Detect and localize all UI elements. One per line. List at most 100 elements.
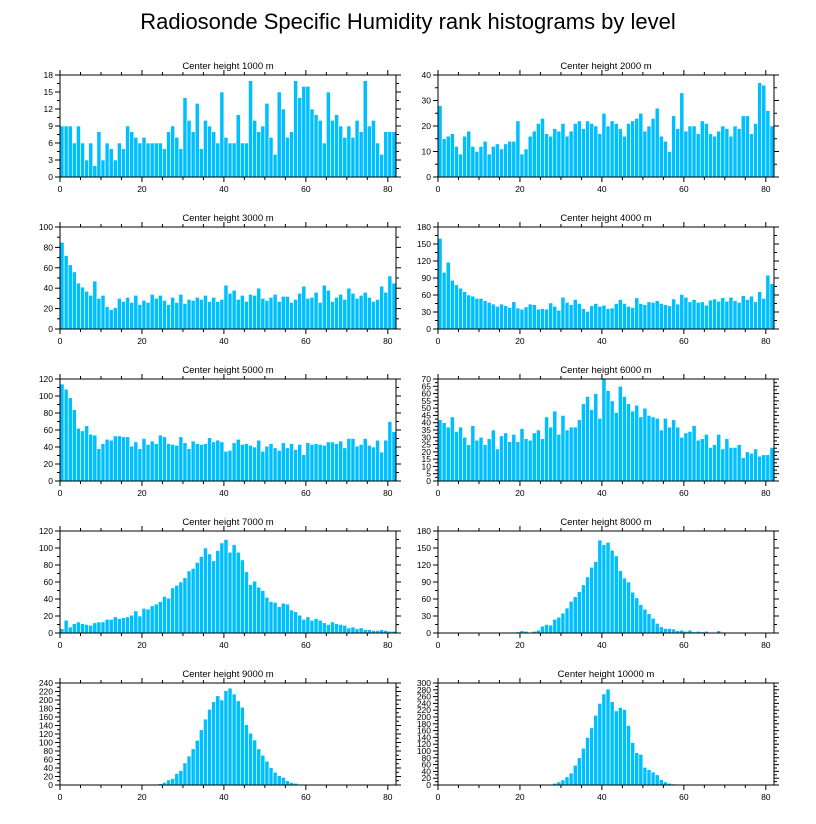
histogram-bar — [531, 130, 537, 178]
histogram-bar — [342, 299, 348, 330]
histogram-bar — [630, 120, 635, 178]
histogram-bar — [289, 131, 294, 178]
histogram-bar — [527, 135, 533, 178]
y-tick-label: 300 — [417, 678, 431, 688]
histogram-bar — [211, 131, 217, 178]
histogram-bar — [125, 436, 130, 482]
histogram-bar — [445, 261, 451, 330]
histogram-bar — [285, 137, 290, 178]
x-tick-label: 40 — [219, 184, 229, 194]
x-tick-label: 80 — [761, 792, 771, 802]
histogram-bar — [622, 577, 627, 634]
histogram-bar — [235, 114, 241, 178]
histogram-bar — [441, 422, 447, 482]
histogram-bar — [358, 444, 364, 482]
histogram-bar — [708, 299, 713, 330]
histogram-bar — [260, 298, 266, 330]
histogram-bar — [490, 146, 496, 178]
histogram-bar — [100, 295, 106, 330]
histogram-bar — [133, 610, 139, 634]
chart-panel-8: Center height 8000 m 0 20 40 60 80 0 30 60 90 120 1… — [417, 517, 779, 650]
histogram-bar — [667, 426, 672, 482]
histogram-bar — [145, 302, 151, 330]
histogram-bar — [158, 295, 163, 330]
panel-title: Center height 8000 m — [560, 517, 651, 528]
histogram-bar — [597, 539, 603, 634]
y-tick-label: 120 — [39, 729, 53, 739]
y-tick-label: 30 — [422, 307, 432, 317]
histogram-bar — [362, 629, 368, 634]
histogram-bar — [495, 448, 500, 482]
x-tick-label: 20 — [515, 336, 525, 346]
histogram-bar — [654, 774, 660, 786]
y-tick-label: 25 — [422, 440, 432, 450]
histogram-bar — [503, 143, 508, 178]
histogram-bar — [219, 299, 225, 330]
histogram-bar — [67, 125, 73, 178]
histogram-bar — [441, 138, 447, 178]
histogram-bar — [544, 416, 549, 482]
histogram-bar — [564, 776, 570, 786]
histogram-bar — [317, 619, 323, 634]
histogram-bar — [280, 442, 286, 482]
histogram-bar — [297, 292, 303, 330]
histogram-bar — [334, 623, 339, 634]
y-tick-label: 120 — [417, 256, 431, 266]
histogram-bar — [96, 131, 102, 178]
histogram-bar — [235, 299, 241, 330]
histogram-bar — [540, 308, 545, 330]
histogram-bar — [671, 628, 676, 634]
histogram-bar — [445, 426, 451, 482]
histogram-bar — [227, 142, 233, 178]
histogram-bar — [182, 762, 188, 786]
histogram-bar — [104, 142, 110, 178]
histogram-bar — [104, 306, 110, 330]
histogram-bar — [59, 242, 65, 330]
histogram-bar — [149, 294, 155, 330]
histogram-bar — [88, 433, 94, 482]
histogram-bar — [223, 284, 229, 330]
histogram-bar — [683, 130, 689, 178]
histogram-bar — [437, 419, 443, 482]
histogram-bar — [523, 306, 529, 330]
histogram-bar — [280, 602, 286, 634]
y-tick-label: 20 — [422, 447, 432, 457]
histogram-bar — [601, 544, 607, 634]
histogram-bar — [244, 724, 249, 786]
histogram-bar — [162, 300, 167, 330]
histogram-bar — [367, 297, 372, 330]
histogram-bar — [597, 306, 603, 330]
histogram-bar — [470, 295, 476, 330]
y-tick-label: 280 — [417, 685, 431, 695]
histogram-bar — [515, 120, 521, 178]
histogram-bar — [769, 283, 775, 330]
histogram-bar — [630, 742, 635, 786]
histogram-bar — [515, 307, 521, 330]
histogram-bar — [326, 441, 331, 482]
histogram-bar — [757, 82, 763, 178]
histogram-bar — [108, 148, 114, 178]
y-tick-label: 0 — [426, 780, 431, 790]
y-tick-label: 30 — [422, 432, 432, 442]
histogram-bar — [585, 396, 590, 482]
histogram-bar — [293, 611, 298, 634]
histogram-bar — [96, 621, 102, 634]
histogram-bar — [650, 118, 656, 178]
x-tick-label: 60 — [301, 640, 311, 650]
histogram-bar — [117, 298, 122, 330]
histogram-bar — [474, 298, 480, 330]
histogram-bar — [650, 416, 656, 482]
histogram-bar — [691, 299, 697, 330]
chart-panel-3: Center height 3000 m 0 20 40 60 80 0 20 40 60 80 10… — [39, 213, 401, 346]
histogram-bar — [178, 770, 184, 786]
histogram-bar — [650, 771, 656, 786]
y-tick-label: 65 — [422, 381, 432, 391]
x-tick-label: 60 — [679, 184, 689, 194]
x-tick-label: 60 — [301, 488, 311, 498]
histogram-bar — [326, 624, 331, 634]
histogram-bar — [264, 760, 270, 786]
histogram-bar — [276, 450, 282, 482]
histogram-bar — [272, 154, 278, 178]
y-tick-label: 180 — [417, 719, 431, 729]
histogram-bar — [285, 780, 290, 786]
